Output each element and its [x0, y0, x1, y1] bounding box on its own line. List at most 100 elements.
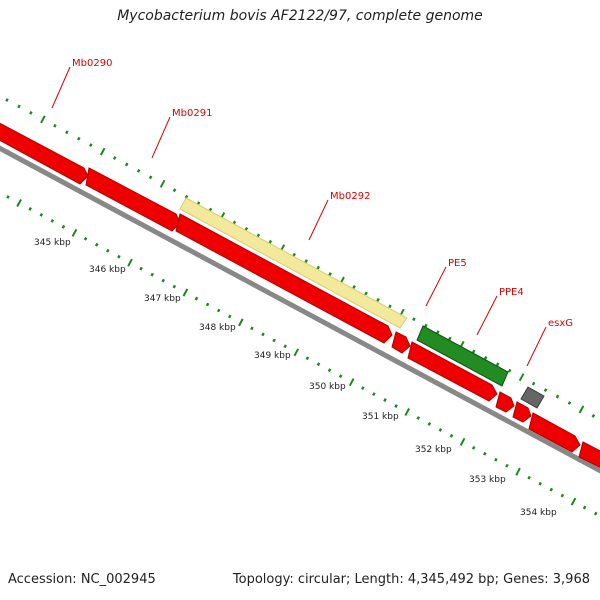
major-tick [182, 288, 189, 297]
minor-tick [560, 493, 565, 498]
minor-tick [172, 188, 177, 193]
cds-segment-7[interactable] [512, 401, 532, 423]
minor-tick [555, 394, 560, 399]
minor-tick [427, 422, 432, 426]
minor-tick [304, 259, 308, 264]
leader-mb0291 [151, 116, 171, 159]
minor-tick [94, 242, 99, 247]
scale-label: 352 kbp [415, 445, 452, 455]
minor-tick [112, 156, 117, 160]
leader-mb0290 [51, 66, 71, 109]
scale-label: 354 kbp [520, 508, 557, 518]
cds-segment-4[interactable] [391, 331, 411, 354]
minor-tick [250, 326, 254, 331]
minor-tick [424, 323, 428, 328]
minor-tick [412, 317, 416, 322]
ppe4-gene[interactable] [416, 325, 509, 387]
scale-label: 353 kbp [469, 475, 506, 485]
gene-label-mb0292[interactable]: Mb0292 [330, 191, 370, 202]
minor-tick [272, 338, 276, 343]
minor-tick [61, 224, 66, 229]
minor-tick [216, 308, 221, 313]
cds-segment-6[interactable] [495, 391, 515, 413]
minor-tick [593, 511, 598, 516]
minor-tick [256, 233, 261, 238]
minor-tick [449, 434, 454, 438]
major-tick [459, 437, 466, 446]
minor-tick [438, 428, 443, 432]
minor-tick [372, 392, 376, 396]
minor-tick [448, 336, 452, 341]
gene-label-mb0291[interactable]: Mb0291 [172, 108, 212, 119]
scale-label: 347 kbp [144, 294, 181, 304]
accession-text: Accession: NC_002945 [8, 572, 156, 587]
minor-tick [148, 175, 153, 180]
minor-tick [416, 416, 421, 420]
minor-tick [483, 451, 487, 456]
minor-tick [376, 297, 380, 302]
major-tick [71, 228, 78, 237]
minor-tick [364, 291, 368, 296]
leader-esxg [526, 326, 547, 367]
major-tick [293, 348, 300, 357]
minor-tick [65, 130, 69, 135]
minor-tick [6, 195, 10, 199]
minor-tick [89, 143, 93, 147]
minor-tick [316, 362, 321, 367]
minor-tick [436, 330, 440, 334]
map-title: Mycobacterium bovis AF2122/97, complete … [117, 8, 483, 24]
scale-labels: 345 kbp 346 kbp 347 kbp 348 kbp 349 kbp 350 k… [34, 238, 557, 518]
minor-tick [117, 254, 121, 259]
leader-mb0292 [308, 199, 329, 241]
minor-tick [327, 368, 332, 373]
cds-segment-1[interactable] [0, 118, 89, 185]
gene-label-pe5[interactable]: PE5 [448, 258, 467, 269]
scale-label: 350 kbp [309, 382, 346, 392]
minor-tick [83, 236, 88, 241]
gene-label-mb0290[interactable]: Mb0290 [72, 58, 112, 69]
minor-tick [261, 332, 265, 337]
minor-tick [227, 314, 232, 319]
minor-tick [77, 136, 81, 141]
minor-tick [383, 398, 387, 402]
minor-tick [17, 104, 21, 109]
minor-tick [495, 362, 500, 367]
major-tick [578, 405, 585, 414]
cds-segment-8[interactable] [528, 412, 581, 453]
scale-label: 349 kbp [254, 351, 291, 361]
major-tick [570, 497, 577, 506]
cds-segment-9[interactable] [578, 441, 600, 472]
minor-tick [471, 445, 476, 450]
minor-tick [531, 381, 536, 386]
minor-tick [106, 248, 110, 253]
minor-tick [582, 505, 587, 510]
major-tick [518, 373, 525, 382]
minor-tick [39, 213, 44, 217]
minor-tick [139, 266, 143, 271]
minor-tick [471, 349, 476, 354]
minor-tick [136, 169, 141, 173]
cds-segment-3[interactable] [175, 213, 393, 344]
major-tick [40, 115, 46, 124]
major-tick [99, 147, 106, 156]
minor-tick [28, 207, 32, 211]
minor-tick [194, 296, 199, 301]
cds-segment-2[interactable] [85, 167, 181, 232]
esxg-gene[interactable] [520, 386, 545, 409]
highlight-region[interactable] [179, 197, 408, 329]
minor-tick [538, 481, 542, 486]
leader-ppe4 [476, 295, 498, 336]
minor-tick [483, 355, 488, 360]
minor-tick [328, 272, 332, 276]
gene-label-esxg[interactable]: esxG [548, 318, 573, 329]
genome-stats-text: Topology: circular; Length: 4,345,492 bp… [232, 572, 590, 587]
gene-label-ppe4[interactable]: PPE4 [499, 287, 524, 298]
scale-label: 346 kbp [89, 265, 126, 275]
minor-tick [305, 356, 310, 361]
minor-tick [292, 252, 296, 257]
major-tick [127, 258, 133, 267]
leader-pe5 [425, 266, 447, 307]
minor-tick [172, 284, 177, 289]
cds-segment-5[interactable] [407, 341, 498, 402]
